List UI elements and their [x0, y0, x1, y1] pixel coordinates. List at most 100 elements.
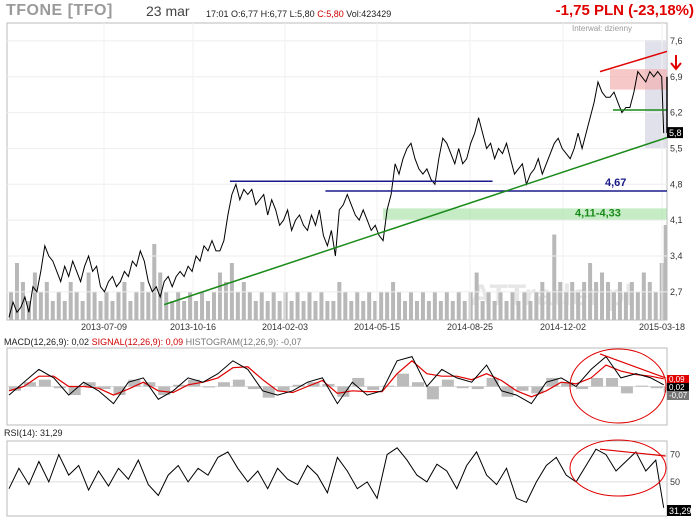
histogram-bar	[411, 382, 424, 387]
histogram-bar	[591, 377, 604, 387]
volume-bar	[397, 291, 402, 320]
volume-bar	[319, 291, 324, 320]
histogram-bar	[83, 382, 96, 387]
volume-bar	[247, 291, 252, 320]
ticker-symbol: TFONE [TFO]	[6, 2, 113, 19]
histogram-bar	[456, 386, 469, 389]
volume-bar	[128, 301, 133, 320]
macd-value-label: 0,02	[669, 383, 685, 392]
volume-bar	[641, 272, 646, 320]
volume-bar	[140, 282, 145, 320]
histogram-bar	[546, 377, 559, 387]
histogram-bar	[441, 379, 454, 387]
volume-bar	[9, 291, 13, 320]
volume-bar	[241, 282, 246, 320]
volume-bar	[271, 291, 276, 320]
histogram-bar	[68, 386, 81, 396]
histogram-bar	[606, 377, 618, 387]
volume-bar	[420, 291, 425, 320]
rsi-tick-label: 50	[670, 477, 680, 487]
quote-high: H:6,77	[260, 9, 288, 19]
volume-bar	[337, 282, 342, 320]
x-tick-label: 2013-07-09	[81, 322, 127, 332]
volume-bar	[558, 282, 563, 320]
volume-bar	[606, 282, 610, 320]
y-tick-label: 7,6	[670, 36, 683, 46]
level-label: 4,67	[605, 177, 626, 189]
volume-bar	[331, 301, 336, 320]
macd-line	[8, 355, 664, 405]
x-tick-label: 2014-02-03	[262, 322, 308, 332]
volume-bar	[492, 301, 497, 320]
volume-bar	[295, 291, 300, 320]
volume-bar	[462, 301, 467, 320]
histogram-bar	[128, 379, 141, 387]
histogram-bar	[650, 386, 663, 389]
quote-date: 23 mar	[146, 3, 190, 19]
volume-bar	[74, 291, 79, 320]
macd-highlight-circle	[569, 348, 667, 424]
volume-bar	[480, 301, 485, 320]
last-price-label: 5,8	[669, 128, 682, 138]
histogram-bar	[23, 382, 36, 387]
macd-value-label: -0,07	[669, 391, 688, 400]
histogram-bar	[382, 385, 395, 387]
price-line	[8, 70, 665, 318]
volume-bar	[211, 291, 216, 320]
volume-bar	[50, 301, 55, 320]
chart-header: TFONE [TFO] 23 mar 17:01 O:6,77 H:6,77 L…	[0, 0, 700, 22]
histogram-bar	[352, 377, 365, 387]
resistance-trendline	[599, 50, 667, 73]
resistance-zone	[610, 69, 667, 90]
rsi-tick-label: 70	[670, 450, 680, 460]
volume-bar	[86, 272, 91, 320]
macd-value-label: 0,09	[669, 375, 685, 384]
volume-bar	[68, 282, 73, 320]
volume-bar	[98, 301, 103, 320]
macd-value-tag	[667, 383, 689, 392]
y-tick-label: 4,8	[670, 179, 683, 189]
volume-bar	[498, 291, 503, 320]
volume-bar	[194, 301, 199, 320]
signal-line	[8, 360, 664, 398]
macd-value-tag	[667, 375, 689, 384]
quote-open: O:6,77	[231, 9, 259, 19]
histogram-bar	[337, 386, 350, 397]
volume-bar	[152, 244, 157, 320]
volume-bar	[170, 301, 175, 320]
y-tick-label: 4,1	[670, 215, 683, 225]
x-tick-label: 2014-08-25	[447, 322, 493, 332]
volume-bar	[516, 301, 521, 320]
support-trendline	[163, 136, 667, 306]
volume-bar	[122, 282, 127, 320]
rsi-divergence-line	[599, 448, 666, 457]
volume-bar	[570, 282, 575, 320]
volume-bar	[283, 291, 288, 320]
rsi-value-tag	[667, 505, 691, 516]
volume-bar	[546, 291, 551, 320]
volume-bar	[44, 282, 49, 320]
volume-bar	[385, 291, 390, 320]
volume-bar	[182, 301, 187, 320]
rsi-label: RSI(14): 31,29	[4, 428, 63, 438]
volume-bar	[343, 291, 348, 320]
rsi-panel-frame	[6, 440, 668, 517]
quote-low: L:5,80	[289, 9, 315, 19]
volume-bar	[611, 291, 616, 320]
volume-bar	[450, 301, 455, 320]
macd-label: MACD(12,26,9): 0,02	[4, 337, 90, 347]
volume-bar	[647, 282, 652, 320]
volume-bar	[379, 291, 384, 320]
volume-bar	[32, 272, 37, 320]
histogram-bar	[516, 386, 529, 391]
volume-bar	[361, 301, 366, 320]
rsi-highlight-circle	[569, 439, 667, 497]
volume-bar	[200, 291, 205, 320]
histogram-bar	[188, 379, 201, 387]
volume-bar	[367, 291, 372, 320]
volume-bar	[594, 282, 599, 320]
volume-bar	[403, 301, 408, 320]
volume-bar	[164, 291, 169, 320]
volume-bar	[38, 291, 43, 320]
